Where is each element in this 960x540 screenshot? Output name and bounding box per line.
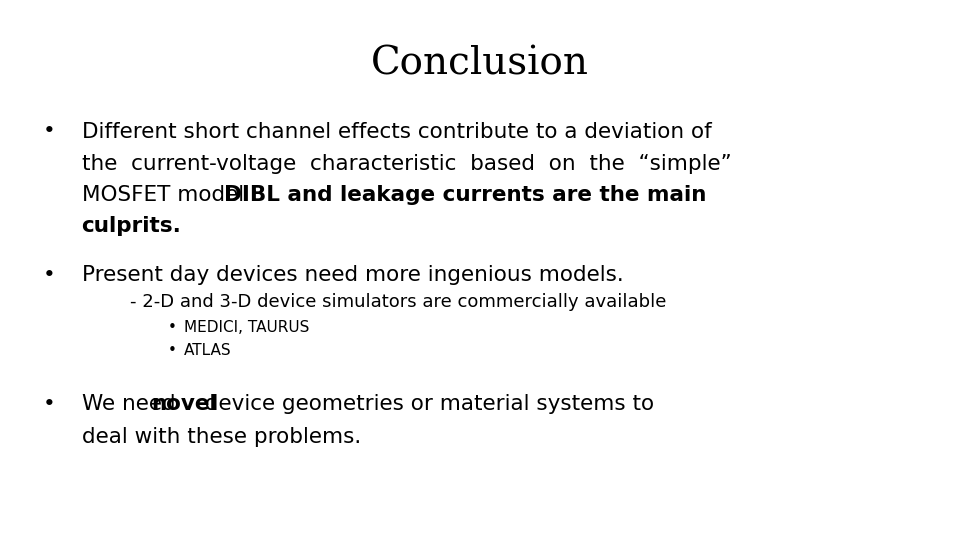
Text: Conclusion: Conclusion (371, 46, 589, 83)
Text: •: • (168, 320, 177, 335)
Text: •: • (43, 265, 56, 285)
Text: device geometries or material systems to: device geometries or material systems to (198, 394, 654, 414)
Text: •: • (168, 343, 177, 358)
Text: •: • (43, 394, 56, 414)
Text: We need: We need (82, 394, 182, 414)
Text: •: • (43, 122, 56, 141)
Text: Different short channel effects contribute to a deviation of: Different short channel effects contribu… (82, 122, 711, 141)
Text: DIBL and leakage currents are the main: DIBL and leakage currents are the main (224, 185, 706, 205)
Text: novel: novel (152, 394, 217, 414)
Text: deal with these problems.: deal with these problems. (82, 427, 361, 447)
Text: Present day devices need more ingenious models.: Present day devices need more ingenious … (82, 265, 623, 285)
Text: MOSFET model :: MOSFET model : (82, 185, 265, 205)
Text: the  current-voltage  characteristic  based  on  the  “simple”: the current-voltage characteristic based… (82, 154, 732, 174)
Text: MEDICI, TAURUS: MEDICI, TAURUS (184, 320, 310, 335)
Text: culprits.: culprits. (82, 216, 181, 236)
Text: - 2-D and 3-D device simulators are commercially available: - 2-D and 3-D device simulators are comm… (130, 293, 666, 311)
Text: ATLAS: ATLAS (184, 343, 232, 358)
